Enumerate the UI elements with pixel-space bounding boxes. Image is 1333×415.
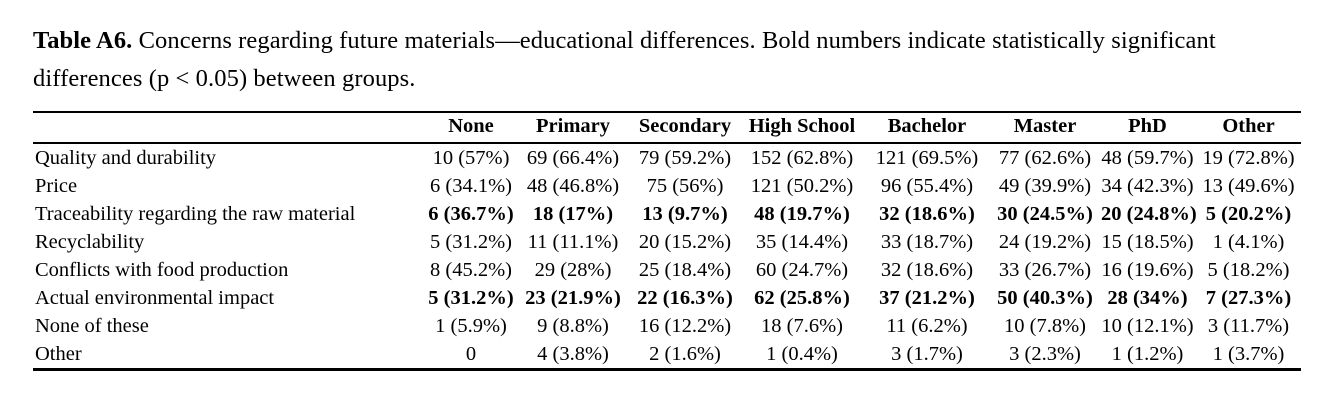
table-cell: 33 (18.7%) xyxy=(880,230,974,253)
table-header: None Primary Secondary High School Bachelor M… xyxy=(33,112,1301,144)
table-cell: 2 (1.6%) xyxy=(649,342,721,365)
table-cell: 0 xyxy=(465,342,477,365)
table-cell: 1 (1.2%) xyxy=(1111,342,1184,365)
table-cell: 32 (18.6%) xyxy=(880,258,974,281)
table-row: Price 6 (34.1%) 48 (46.8%) 75 (56%) 121 (50.… xyxy=(33,172,1301,200)
row-label: Quality and durability xyxy=(35,146,217,169)
table-cell: 24 (19.2%) xyxy=(998,230,1092,253)
table-cell: 79 (59.2%) xyxy=(638,146,732,169)
table-cell: 34 (42.3%) xyxy=(1101,174,1194,197)
table-header-row: None Primary Secondary High School Bachelor M… xyxy=(33,112,1301,144)
table-cell: 121 (50.2%) xyxy=(750,174,854,197)
table-cell: 32 (18.6%) xyxy=(879,202,975,225)
column-header: PhD xyxy=(1128,115,1167,138)
table-cell: 6 (34.1%) xyxy=(430,174,512,197)
table-cell: 20 (24.8%) xyxy=(1101,202,1196,225)
table-cell: 48 (46.8%) xyxy=(526,174,620,197)
row-label: Traceability regarding the raw material xyxy=(35,202,356,225)
table-cell: 11 (11.1%) xyxy=(527,230,619,253)
table-cell: 15 (18.5%) xyxy=(1101,230,1194,253)
table-row: Traceability regarding the raw material 6… xyxy=(33,200,1301,228)
table-cell: 5 (31.2%) xyxy=(430,230,512,253)
table-cell: 49 (39.9%) xyxy=(998,174,1092,197)
row-label: Conflicts with food production xyxy=(35,258,289,281)
table-caption: Table A6. Concerns regarding future mate… xyxy=(33,22,1300,98)
table-cell: 10 (7.8%) xyxy=(1004,314,1086,337)
table-row: Other 0 4 (3.8%) 2 (1.6%) 1 (0.4%) 3 (1.7%) 3 … xyxy=(33,340,1301,370)
table-cell: 48 (59.7%) xyxy=(1101,146,1194,169)
table-cell: 18 (17%) xyxy=(532,202,614,225)
table-cell: 4 (3.8%) xyxy=(537,342,609,365)
table-cell: 96 (55.4%) xyxy=(880,174,974,197)
row-label: Actual environmental impact xyxy=(35,286,275,309)
table-cell: 25 (18.4%) xyxy=(638,258,732,281)
table-body: Quality and durability 10 (57%) 69 (66.4%)… xyxy=(33,143,1301,370)
table-cell: 121 (69.5%) xyxy=(875,146,979,169)
table-cell: 50 (40.3%) xyxy=(997,286,1093,309)
table-row: Conflicts with food production 8 (45.2%) 2… xyxy=(33,256,1301,284)
table-cell: 3 (2.3%) xyxy=(1009,342,1081,365)
table-cell: 10 (57%) xyxy=(432,146,510,169)
header-empty-cell xyxy=(33,112,425,143)
column-header: Secondary xyxy=(638,115,732,138)
table-cell: 77 (62.6%) xyxy=(998,146,1092,169)
table-cell: 10 (12.1%) xyxy=(1101,314,1194,337)
table-cell: 60 (24.7%) xyxy=(755,258,849,281)
table-row: None of these 1 (5.9%) 9 (8.8%) 16 (12.2%) 1… xyxy=(33,312,1301,340)
table-cell: 16 (12.2%) xyxy=(638,314,732,337)
row-label: Recyclability xyxy=(35,230,145,253)
table-cell: 29 (28%) xyxy=(534,258,612,281)
row-label: Other xyxy=(35,342,82,365)
column-header: Master xyxy=(1013,115,1077,138)
table-cell: 22 (16.3%) xyxy=(637,286,733,309)
table-cell: 75 (56%) xyxy=(646,174,724,197)
table-cell: 5 (20.2%) xyxy=(1205,202,1292,225)
column-header: None xyxy=(448,115,494,138)
column-header: High School xyxy=(748,115,856,138)
table-cell: 23 (21.9%) xyxy=(525,286,621,309)
table-cell: 13 (49.6%) xyxy=(1202,174,1295,197)
row-label: None of these xyxy=(35,314,149,337)
table-cell: 9 (8.8%) xyxy=(537,314,609,337)
table-cell: 11 (6.2%) xyxy=(886,314,968,337)
table-cell: 33 (26.7%) xyxy=(998,258,1092,281)
table-cell: 152 (62.8%) xyxy=(750,146,854,169)
table-cell: 18 (7.6%) xyxy=(761,314,843,337)
row-label: Price xyxy=(35,174,78,197)
table-cell: 1 (5.9%) xyxy=(435,314,507,337)
table-cell: 13 (9.7%) xyxy=(642,202,728,225)
table-cell: 8 (45.2%) xyxy=(430,258,512,281)
table-caption-label: Table A6. xyxy=(33,27,133,54)
table-row: Recyclability 5 (31.2%) 11 (11.1%) 20 (15.2… xyxy=(33,228,1301,256)
table-cell: 1 (0.4%) xyxy=(766,342,838,365)
table-cell: 19 (72.8%) xyxy=(1202,146,1295,169)
table-cell: 35 (14.4%) xyxy=(755,230,849,253)
column-header: Primary xyxy=(536,115,610,138)
table-cell: 3 (11.7%) xyxy=(1207,314,1290,337)
table-cell: 37 (21.2%) xyxy=(879,286,975,309)
table-row: Actual environmental impact 5 (31.2%) 23 (… xyxy=(33,284,1301,312)
table-cell: 3 (1.7%) xyxy=(891,342,963,365)
table-cell: 5 (18.2%) xyxy=(1207,258,1290,281)
table-cell: 48 (19.7%) xyxy=(754,202,850,225)
table-cell: 30 (24.5%) xyxy=(997,202,1093,225)
table-cell: 69 (66.4%) xyxy=(526,146,620,169)
education-concerns-table: None Primary Secondary High School Bachelor M… xyxy=(33,111,1301,372)
table-cell: 6 (36.7%) xyxy=(428,202,514,225)
table-cell: 62 (25.8%) xyxy=(754,286,850,309)
table-cell: 1 (4.1%) xyxy=(1212,230,1285,253)
column-header: Other xyxy=(1222,115,1275,138)
table-row: Quality and durability 10 (57%) 69 (66.4%)… xyxy=(33,143,1301,172)
table-caption-text: Concerns regarding future materials—educ… xyxy=(33,27,1216,93)
column-header: Bachelor xyxy=(887,115,967,138)
table-cell: 1 (3.7%) xyxy=(1212,342,1285,365)
table-cell: 28 (34%) xyxy=(1107,286,1188,309)
table-cell: 7 (27.3%) xyxy=(1205,286,1292,309)
table-cell: 5 (31.2%) xyxy=(428,286,514,309)
table-cell: 20 (15.2%) xyxy=(638,230,732,253)
table-cell: 16 (19.6%) xyxy=(1101,258,1194,281)
